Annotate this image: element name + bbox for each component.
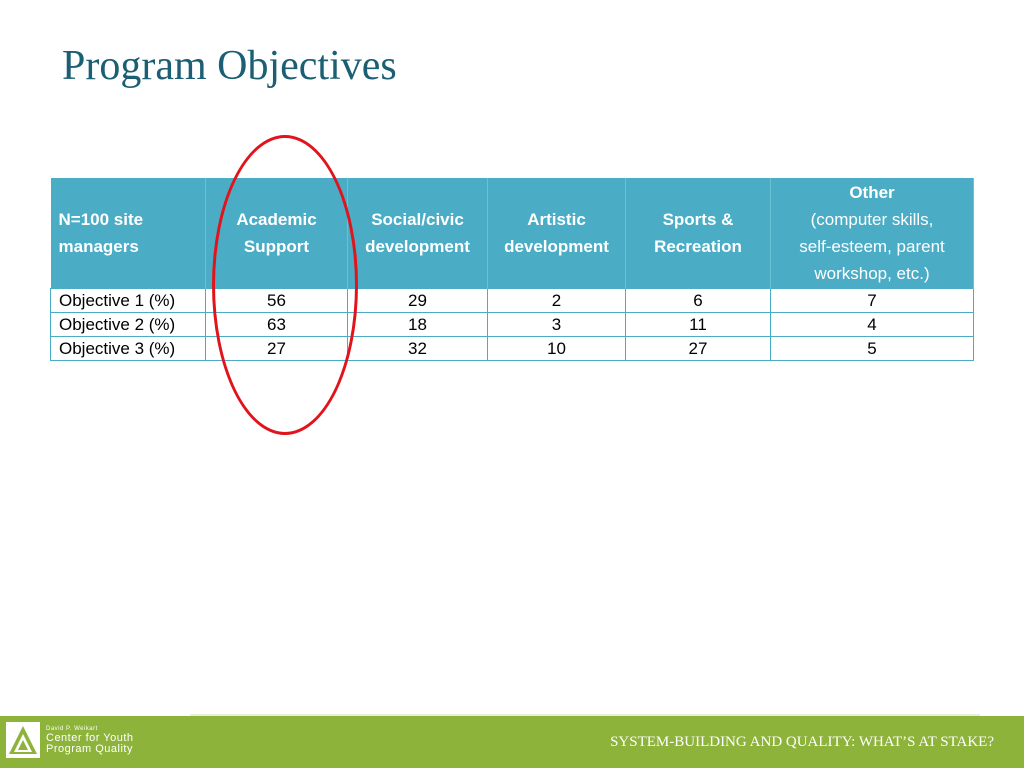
row-label: Objective 3 (%)	[50, 336, 206, 361]
footer-caption: SYSTEM-BUILDING AND QUALITY: WHAT’S AT S…	[610, 734, 994, 750]
table-header-row: N=100 site managers Academic Support Soc…	[50, 178, 974, 289]
header-cell-other: Other (computer skills, self-esteem, par…	[770, 178, 974, 289]
table-cell: 27	[205, 336, 348, 361]
table-cell: 5	[770, 336, 974, 361]
objectives-table: N=100 site managers Academic Support Soc…	[50, 178, 974, 361]
header-text: (computer skills,	[810, 210, 934, 229]
table-cell: 63	[205, 312, 348, 337]
table-cell: 32	[347, 336, 488, 361]
table-cell: 6	[625, 288, 771, 313]
org-logo-text: David P. Weikart Center for Youth Progra…	[46, 725, 134, 755]
header-cell-social: Social/civic development	[347, 178, 488, 289]
header-text: Recreation	[654, 237, 742, 256]
table-cell: 11	[625, 312, 771, 337]
logo-icon	[6, 722, 40, 758]
table-row: Objective 1 (%) 56 29 2 6 7	[50, 288, 974, 313]
pyramid-icon	[9, 726, 37, 754]
table-row: Objective 2 (%) 63 18 3 11 4	[50, 312, 974, 337]
table-cell: 3	[487, 312, 626, 337]
header-text: self-esteem, parent	[799, 237, 945, 256]
table-cell: 27	[625, 336, 771, 361]
footer-divider	[190, 714, 980, 716]
table-row: Objective 3 (%) 27 32 10 27 5	[50, 336, 974, 361]
header-text: Social/civic	[371, 210, 464, 229]
header-text: Support	[243, 237, 310, 256]
table-cell: 2	[487, 288, 626, 313]
header-text: N=100 site	[58, 210, 144, 229]
header-text: Sports &	[662, 210, 734, 229]
header-text: Academic	[236, 210, 317, 229]
table-cell: 56	[205, 288, 348, 313]
table-cell: 7	[770, 288, 974, 313]
logo-small-text: David P. Weikart	[46, 726, 98, 732]
header-cell-sample: N=100 site managers	[50, 178, 206, 289]
header-text: development	[365, 237, 470, 256]
logo-line-1: Center for Youth	[46, 732, 134, 744]
table-cell: 4	[770, 312, 974, 337]
header-cell-artistic: Artistic development	[487, 178, 626, 289]
logo-line-2: Program Quality	[46, 743, 133, 755]
header-text: Other	[849, 183, 895, 202]
header-text: managers	[58, 237, 139, 256]
header-cell-sports: Sports & Recreation	[625, 178, 771, 289]
table-cell: 29	[347, 288, 488, 313]
table-cell: 18	[347, 312, 488, 337]
row-label: Objective 1 (%)	[50, 288, 206, 313]
header-text: workshop, etc.)	[814, 264, 930, 283]
header-text: Artistic	[527, 210, 586, 229]
footer-bar	[0, 716, 1024, 768]
table-cell: 10	[487, 336, 626, 361]
header-cell-academic: Academic Support	[205, 178, 348, 289]
header-text: development	[504, 237, 609, 256]
row-label: Objective 2 (%)	[50, 312, 206, 337]
slide-title: Program Objectives	[62, 43, 397, 89]
